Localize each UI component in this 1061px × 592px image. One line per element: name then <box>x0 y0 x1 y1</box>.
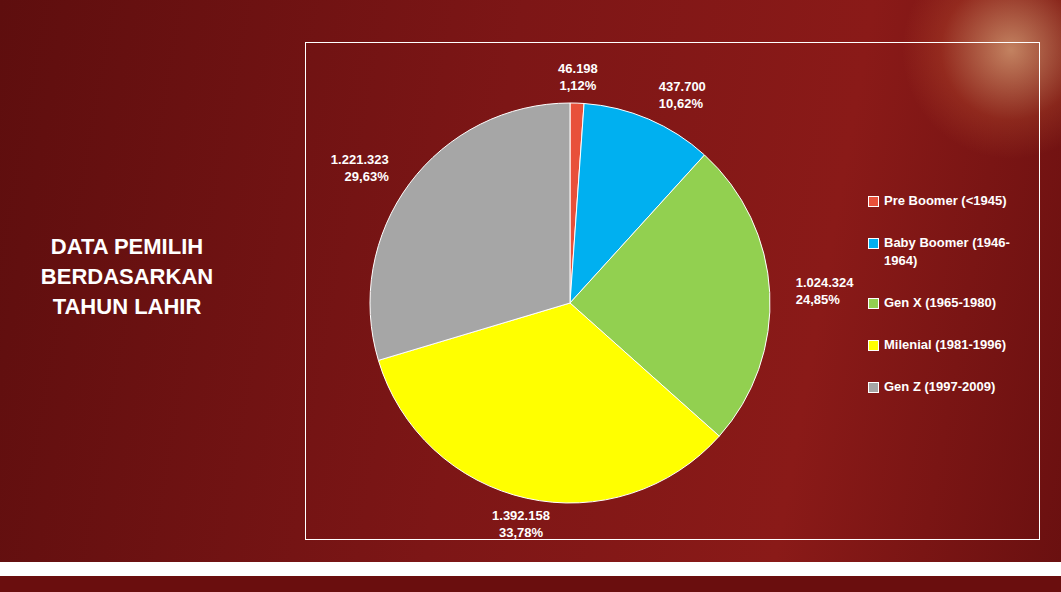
html-text:Gen X (1965-1980): Gen X (1965-1980) <box>884 295 996 310</box>
html-text:Milenial (1981-1996): Milenial (1981-1996) <box>884 337 1007 352</box>
svg-text:437.70010,62%: 437.70010,62% <box>659 79 706 111</box>
svg-text:1.024.32424,85%: 1.024.32424,85% <box>796 275 855 307</box>
svg-text:1.392.15833,78%: 1.392.15833,78% <box>492 508 550 540</box>
html-text:Baby Boomer (1946-1964): Baby Boomer (1946-1964) <box>884 235 1010 268</box>
html-text:Gen Z (1997-2009): Gen Z (1997-2009) <box>884 379 996 394</box>
html-text:Pre Boomer (<1945): Pre Boomer (<1945) <box>884 193 1007 208</box>
svg-text:46.1981,12%: 46.1981,12% <box>558 61 598 93</box>
html-text:DATA PEMILIH BERDASARKAN TAHUN: DATA PEMILIH BERDASARKAN TAHUN LAHIR <box>40 234 214 319</box>
svg-text:1.221.32329,63%: 1.221.32329,63% <box>331 152 389 184</box>
